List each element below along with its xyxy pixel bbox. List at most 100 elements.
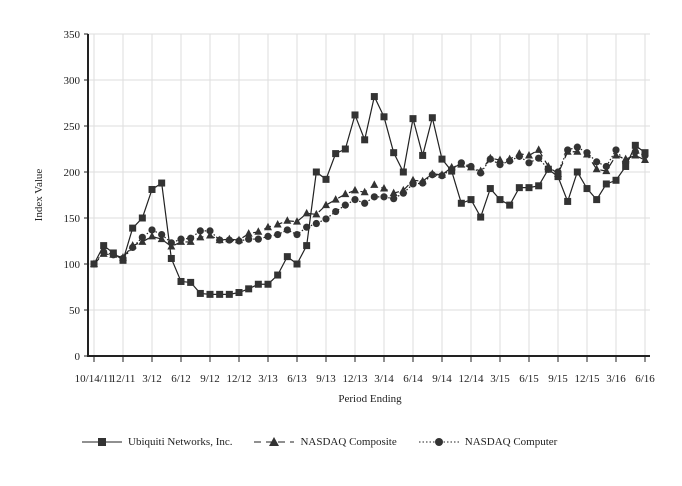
data-point-square — [264, 280, 272, 288]
data-point-triangle — [244, 229, 253, 237]
data-point-square — [129, 224, 137, 232]
data-point-triangle — [360, 187, 369, 196]
data-point-circle — [554, 168, 562, 176]
data-point-triangle — [302, 208, 311, 217]
data-point-circle — [399, 189, 407, 197]
data-point-circle — [167, 239, 175, 247]
x-tick-label: 12/14 — [458, 373, 484, 385]
data-point-circle — [486, 155, 494, 163]
data-point-circle — [235, 237, 243, 245]
data-point-triangle — [602, 166, 611, 175]
data-point-square — [631, 141, 639, 149]
x-tick-label: 3/12 — [142, 373, 162, 385]
data-point-square — [158, 179, 166, 187]
data-point-circle — [428, 171, 436, 179]
data-point-circle — [332, 207, 340, 216]
data-point-square — [274, 271, 282, 279]
data-point-square — [602, 180, 610, 188]
data-point-square — [467, 196, 475, 204]
series-layer — [90, 93, 649, 298]
x-tick-label: 6/15 — [519, 373, 539, 385]
data-point-circle — [312, 219, 320, 228]
data-point-circle — [477, 169, 485, 177]
y-tick-label: 100 — [64, 259, 81, 271]
data-point-square — [254, 280, 262, 288]
data-point-circle — [216, 236, 224, 244]
legend-label: NASDAQ Computer — [464, 436, 558, 448]
data-point-square — [100, 242, 108, 250]
data-point-square — [593, 196, 601, 204]
x-tick-label: 10/14/11 — [75, 373, 114, 385]
data-point-circle — [274, 230, 282, 239]
legend-label: Ubiquiti Networks, Inc. — [128, 436, 233, 448]
data-point-square — [438, 155, 446, 163]
data-point-square — [564, 197, 572, 205]
data-point-square — [506, 201, 514, 209]
legend-triangle-marker-icon — [254, 437, 295, 446]
y-tick-label: 50 — [69, 305, 81, 317]
x-tick-label: 12/13 — [342, 373, 368, 385]
legend: Ubiquiti Networks, Inc. NASDAQ Composite… — [82, 436, 579, 448]
series-2 — [90, 143, 649, 268]
gridlines — [88, 33, 650, 357]
data-point-circle — [573, 143, 581, 151]
data-point-square — [322, 175, 330, 183]
data-point-circle — [438, 172, 446, 180]
data-point-square — [341, 145, 349, 153]
data-point-circle — [602, 162, 610, 171]
data-point-circle — [641, 151, 649, 160]
data-point-circle — [322, 215, 330, 223]
data-point-circle — [631, 148, 639, 156]
data-point-square — [428, 114, 436, 122]
data-point-square — [409, 115, 417, 123]
x-axis-label: Period Ending — [338, 393, 402, 405]
data-point-square — [177, 277, 185, 285]
data-point-circle — [506, 157, 514, 165]
y-tick-label: 0 — [75, 351, 81, 363]
x-tick-label: 6/12 — [171, 373, 191, 385]
data-point-circle — [583, 149, 591, 157]
y-tick-label: 300 — [64, 75, 81, 87]
data-point-square — [573, 168, 581, 176]
data-point-triangle — [322, 200, 330, 209]
legend-item-ubiquiti: Ubiquiti Networks, Inc. — [82, 436, 232, 448]
x-tick-label: 9/15 — [548, 373, 568, 385]
data-point-square — [515, 184, 523, 192]
data-point-square — [196, 289, 204, 297]
data-point-square — [380, 113, 388, 121]
data-point-square — [167, 254, 175, 262]
data-point-square — [235, 289, 243, 297]
data-point-triangle — [206, 230, 214, 239]
data-point-circle — [380, 193, 388, 201]
series-1 — [90, 145, 649, 267]
data-point-square — [535, 182, 543, 190]
data-point-square — [622, 162, 630, 170]
data-point-triangle — [264, 222, 272, 231]
data-point-square — [332, 150, 340, 158]
x-tick-label: 12/12 — [226, 373, 251, 385]
data-point-triangle — [254, 227, 263, 235]
data-point-square — [216, 290, 224, 298]
x-tick-label: 3/16 — [606, 373, 626, 385]
data-point-circle — [254, 235, 262, 243]
series-line — [93, 149, 646, 265]
x-tick-label: 9/12 — [200, 373, 220, 385]
x-tick-label: 6/14 — [403, 373, 423, 385]
data-point-circle — [148, 226, 156, 234]
data-point-circle — [535, 154, 543, 162]
y-axis-label: Index Value — [33, 169, 45, 222]
x-tick-label: 12/11 — [111, 373, 136, 385]
data-point-triangle — [380, 184, 388, 192]
data-point-circle — [390, 195, 398, 203]
data-point-triangle — [370, 180, 379, 188]
data-point-triangle — [525, 150, 533, 159]
data-point-circle — [370, 193, 378, 201]
data-point-circle — [90, 260, 98, 268]
data-point-triangle — [148, 231, 156, 240]
data-point-circle — [225, 236, 233, 244]
data-point-circle — [283, 226, 291, 234]
x-tick-label: 12/15 — [574, 373, 600, 385]
data-point-circle — [544, 165, 552, 173]
